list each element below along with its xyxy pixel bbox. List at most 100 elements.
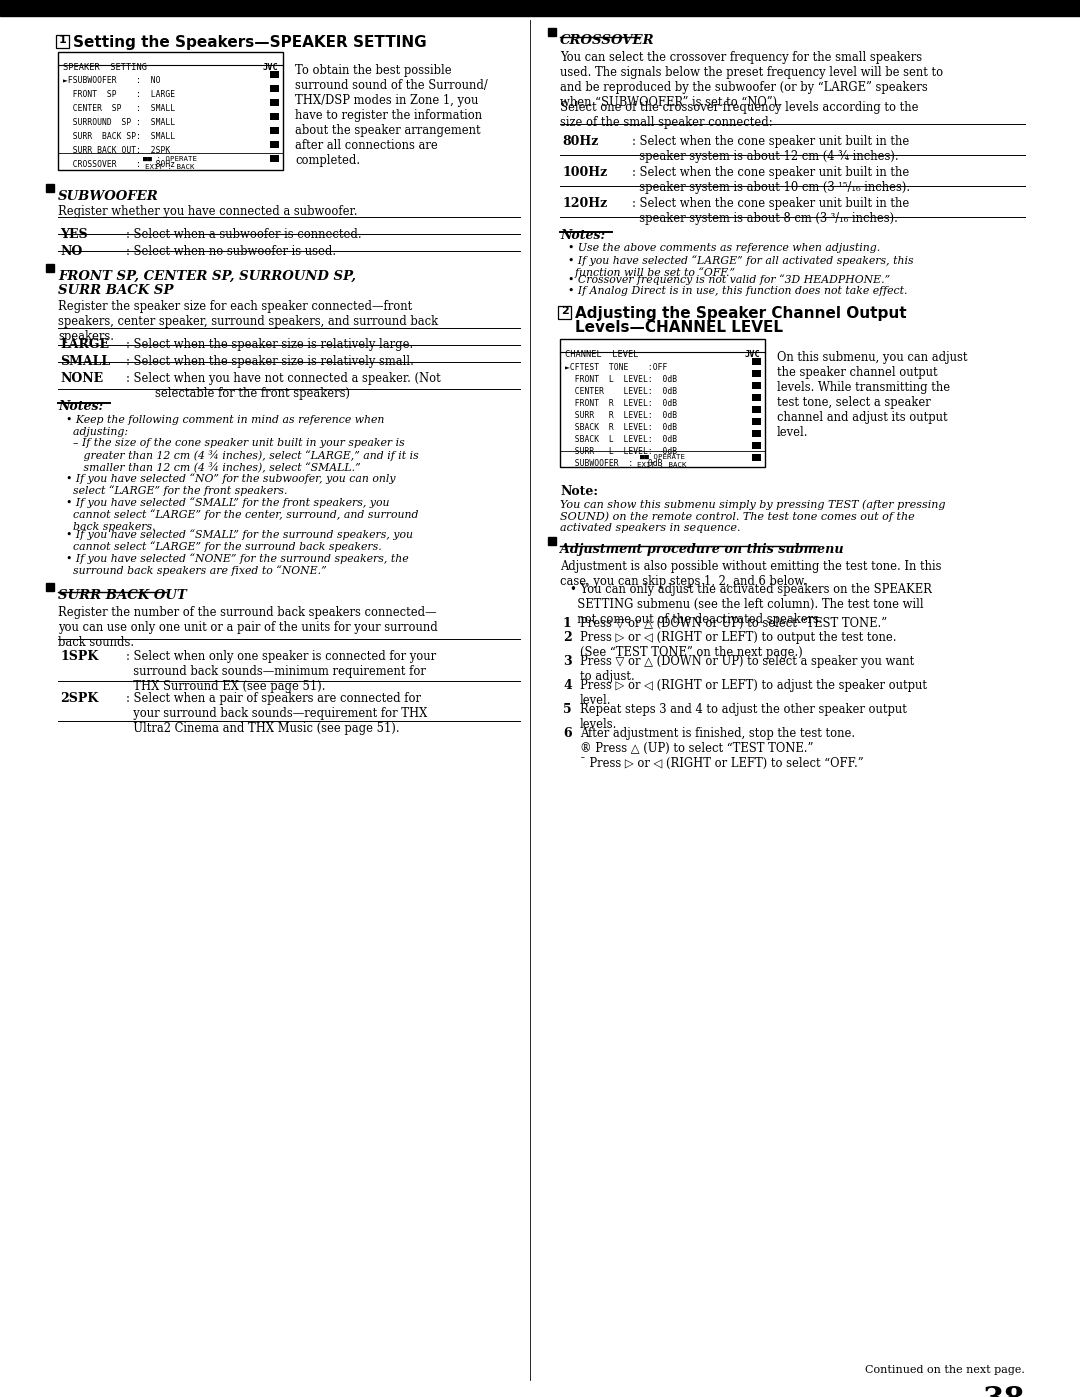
Text: ►CFTEST  TONE    :OFF: ►CFTEST TONE :OFF: [565, 363, 667, 372]
Text: To obtain the best possible
surround sound of the Surround/
THX/DSP modes in Zon: To obtain the best possible surround sou…: [295, 64, 488, 168]
Text: SBACK  L  LEVEL:  0dB: SBACK L LEVEL: 0dB: [565, 434, 677, 444]
Bar: [752, 370, 761, 377]
Text: • You can only adjust the activated speakers on the SPEAKER
  SETTING submenu (s: • You can only adjust the activated spea…: [570, 583, 932, 626]
Text: 100Hz: 100Hz: [562, 166, 607, 179]
Text: SURR BACK OUT:  2SPK: SURR BACK OUT: 2SPK: [63, 147, 171, 155]
Text: After adjustment is finished, stop the test tone.
® Press △ (UP) to select “TEST: After adjustment is finished, stop the t…: [580, 726, 864, 770]
Text: SURROUND  SP :  SMALL: SURROUND SP : SMALL: [63, 117, 175, 127]
Text: FRONT  R  LEVEL:  0dB: FRONT R LEVEL: 0dB: [565, 400, 677, 408]
Bar: [270, 113, 279, 120]
Text: FRONT  SP    :  LARGE: FRONT SP : LARGE: [63, 89, 175, 99]
Text: ►FSUBWOOFER    :  NO: ►FSUBWOOFER : NO: [63, 75, 161, 85]
Text: NO: NO: [60, 244, 82, 258]
Text: • If you have selected “SMALL” for the front speakers, you
  cannot select “LARG: • If you have selected “SMALL” for the f…: [66, 497, 419, 532]
Text: 3: 3: [563, 655, 571, 668]
Text: Levels—CHANNEL LEVEL: Levels—CHANNEL LEVEL: [575, 320, 783, 335]
Bar: [270, 155, 279, 162]
Text: : Select when you have not connected a speaker. (Not
        selectable for the : : Select when you have not connected a s…: [126, 372, 441, 400]
Text: FRONT SP, CENTER SP, SURROUND SP,: FRONT SP, CENTER SP, SURROUND SP,: [58, 270, 356, 284]
Bar: [752, 381, 761, 388]
Text: 2: 2: [563, 631, 571, 644]
Text: • Keep the following comment in mind as reference when
  adjusting:
  – If the s: • Keep the following comment in mind as …: [66, 415, 419, 474]
Text: NONE: NONE: [60, 372, 103, 386]
Bar: [46, 264, 54, 272]
Text: SMALL: SMALL: [60, 355, 110, 367]
Text: : Select when the cone speaker unit built in the
  speaker system is about 8 cm : : Select when the cone speaker unit buil…: [632, 197, 909, 225]
Text: Adjusting the Speaker Channel Output: Adjusting the Speaker Channel Output: [575, 306, 906, 321]
Text: CHANNEL  LEVEL: CHANNEL LEVEL: [565, 351, 638, 359]
Bar: [56, 35, 69, 47]
Text: 120Hz: 120Hz: [562, 197, 607, 210]
Text: You can select the crossover frequency for the small speakers
used. The signals : You can select the crossover frequency f…: [561, 52, 943, 109]
Text: 2: 2: [561, 306, 568, 316]
Text: : Select when the cone speaker unit built in the
  speaker system is about 10 cm: : Select when the cone speaker unit buil…: [632, 166, 910, 194]
Text: • If Analog Direct is in use, this function does not take effect.: • If Analog Direct is in use, this funct…: [568, 286, 907, 296]
Text: SURR BACK OUT: SURR BACK OUT: [58, 590, 187, 602]
Text: LARGE: LARGE: [60, 338, 109, 351]
Text: SUBWOOFER  :   0dB: SUBWOOFER : 0dB: [565, 460, 662, 468]
Bar: [0, 0, 1080, 15]
Text: Repeat steps 3 and 4 to adjust the other speaker output
levels.: Repeat steps 3 and 4 to adjust the other…: [580, 703, 907, 731]
Text: 5: 5: [563, 703, 571, 717]
Text: • Use the above comments as reference when adjusting.: • Use the above comments as reference wh…: [568, 243, 880, 253]
Text: 2SPK: 2SPK: [60, 692, 98, 705]
Text: Adjustment is also possible without emitting the test tone. In this
case, you ca: Adjustment is also possible without emit…: [561, 560, 942, 588]
Text: 6: 6: [563, 726, 571, 740]
Text: • Crossover frequency is not valid for “3D HEADPHONE.”: • Crossover frequency is not valid for “…: [568, 274, 890, 285]
Bar: [752, 430, 761, 437]
Text: Setting the Speakers—SPEAKER SETTING: Setting the Speakers—SPEAKER SETTING: [73, 35, 427, 50]
Text: You can show this submenu simply by pressing TEST (after pressing
SOUND) on the : You can show this submenu simply by pres…: [561, 499, 945, 534]
Bar: [752, 454, 761, 461]
Text: SPEAKER  SETTING: SPEAKER SETTING: [63, 63, 147, 73]
Text: EXIT : BACK: EXIT : BACK: [145, 163, 194, 170]
Text: CENTER    LEVEL:  0dB: CENTER LEVEL: 0dB: [565, 387, 677, 395]
Bar: [548, 28, 556, 36]
Text: 1: 1: [563, 617, 571, 630]
Bar: [58, 52, 283, 170]
Bar: [270, 71, 279, 78]
Text: FRONT  L  LEVEL:  0dB: FRONT L LEVEL: 0dB: [565, 374, 677, 384]
Bar: [752, 358, 761, 365]
Text: • If you have selected “LARGE” for all activated speakers, this
  function will : • If you have selected “LARGE” for all a…: [568, 256, 914, 278]
Bar: [752, 407, 761, 414]
Text: CROSSOVER    :   80Hz: CROSSOVER : 80Hz: [63, 161, 175, 169]
Text: ■■ : OPERATE: ■■ : OPERATE: [143, 156, 197, 162]
Text: • If you have selected “SMALL” for the surround speakers, you
  cannot select “L: • If you have selected “SMALL” for the s…: [66, 529, 413, 552]
Bar: [270, 127, 279, 134]
Bar: [561, 339, 765, 467]
Text: YES: YES: [60, 228, 87, 242]
Text: SURR   L  LEVEL:  0dB: SURR L LEVEL: 0dB: [565, 447, 677, 455]
Text: EXIT : BACK: EXIT : BACK: [637, 462, 687, 468]
Bar: [270, 85, 279, 92]
Text: Press ▽ or △ (DOWN or UP) to select a speaker you want
to adjust.: Press ▽ or △ (DOWN or UP) to select a sp…: [580, 655, 915, 683]
Text: : Select when a pair of speakers are connected for
  your surround back sounds—r: : Select when a pair of speakers are con…: [126, 692, 428, 735]
Text: 80Hz: 80Hz: [562, 136, 598, 148]
Text: 4: 4: [563, 679, 571, 692]
Text: : Select when the cone speaker unit built in the
  speaker system is about 12 cm: : Select when the cone speaker unit buil…: [632, 136, 909, 163]
Text: CENTER  SP   :  SMALL: CENTER SP : SMALL: [63, 103, 175, 113]
Text: 38: 38: [983, 1384, 1025, 1397]
Text: • If you have selected “NO” for the subwoofer, you can only
  select “LARGE” for: • If you have selected “NO” for the subw…: [66, 474, 395, 496]
Bar: [752, 394, 761, 401]
Text: Notes:: Notes:: [561, 229, 605, 242]
Text: 1SPK: 1SPK: [60, 650, 98, 664]
Text: SUBWOOFER: SUBWOOFER: [58, 190, 159, 203]
Text: Note:: Note:: [561, 485, 598, 497]
Bar: [270, 141, 279, 148]
Text: Notes:: Notes:: [58, 400, 103, 414]
Bar: [752, 441, 761, 448]
Text: Press ▷ or ◁ (RIGHT or LEFT) to adjust the speaker output
level.: Press ▷ or ◁ (RIGHT or LEFT) to adjust t…: [580, 679, 927, 707]
Text: Adjustment procedure on this submenu: Adjustment procedure on this submenu: [561, 543, 843, 556]
Text: : Select when the speaker size is relatively large.: : Select when the speaker size is relati…: [126, 338, 414, 351]
Bar: [46, 184, 54, 191]
Text: Select one of the crossover frequency levels according to the
size of the small : Select one of the crossover frequency le…: [561, 101, 918, 129]
Text: Register the number of the surround back speakers connected—
you can use only on: Register the number of the surround back…: [58, 606, 437, 650]
Text: ■■ OPERATE: ■■ OPERATE: [639, 454, 685, 460]
Text: : Select when only one speaker is connected for your
  surround back sounds—mini: : Select when only one speaker is connec…: [126, 650, 436, 693]
Text: • If you have selected “NONE” for the surround speakers, the
  surround back spe: • If you have selected “NONE” for the su…: [66, 553, 408, 577]
Text: : Select when no subwoofer is used.: : Select when no subwoofer is used.: [126, 244, 336, 258]
Bar: [46, 583, 54, 591]
Text: SURR BACK SP: SURR BACK SP: [58, 284, 174, 298]
Text: SURR   R  LEVEL:  0dB: SURR R LEVEL: 0dB: [565, 411, 677, 420]
Text: Press ▽ or △ (DOWN or UP) to select “TEST TONE.”: Press ▽ or △ (DOWN or UP) to select “TES…: [580, 617, 887, 630]
